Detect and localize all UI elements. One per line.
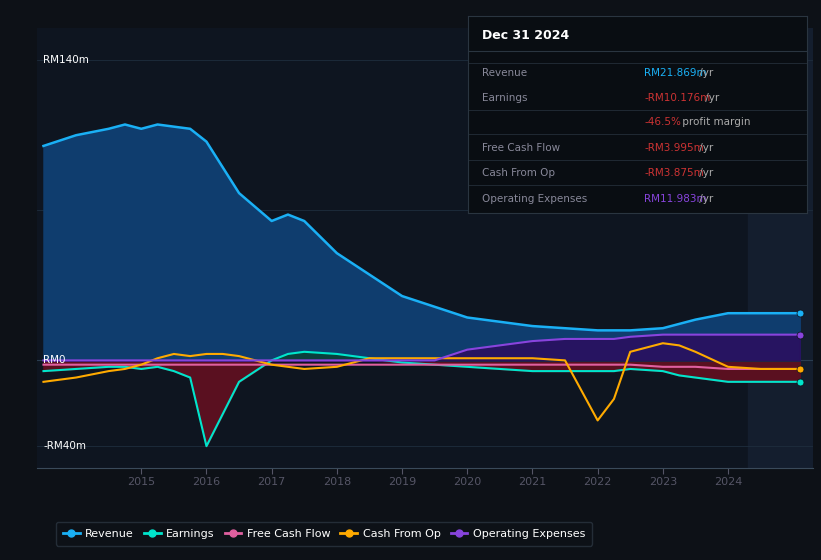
Text: profit margin: profit margin <box>679 117 750 127</box>
Text: /yr: /yr <box>702 94 719 104</box>
Text: /yr: /yr <box>696 143 713 153</box>
Legend: Revenue, Earnings, Free Cash Flow, Cash From Op, Operating Expenses: Revenue, Earnings, Free Cash Flow, Cash … <box>56 522 592 545</box>
Text: /yr: /yr <box>696 194 713 204</box>
Text: RM0: RM0 <box>44 356 66 365</box>
Text: /yr: /yr <box>696 68 713 78</box>
Text: -RM3.995m: -RM3.995m <box>644 143 704 153</box>
Text: Operating Expenses: Operating Expenses <box>482 194 587 204</box>
Text: -RM10.176m: -RM10.176m <box>644 94 710 104</box>
Text: Revenue: Revenue <box>482 68 526 78</box>
Bar <box>748 28 813 468</box>
Text: -RM3.875m: -RM3.875m <box>644 169 704 179</box>
Text: Free Cash Flow: Free Cash Flow <box>482 143 560 153</box>
Text: RM21.869m: RM21.869m <box>644 68 707 78</box>
Text: RM11.983m: RM11.983m <box>644 194 707 204</box>
Text: Earnings: Earnings <box>482 94 527 104</box>
Text: -RM40m: -RM40m <box>44 441 86 451</box>
Text: /yr: /yr <box>696 169 713 179</box>
Text: -46.5%: -46.5% <box>644 117 681 127</box>
Text: RM140m: RM140m <box>44 55 89 65</box>
Text: Dec 31 2024: Dec 31 2024 <box>482 29 569 42</box>
Text: Cash From Op: Cash From Op <box>482 169 554 179</box>
